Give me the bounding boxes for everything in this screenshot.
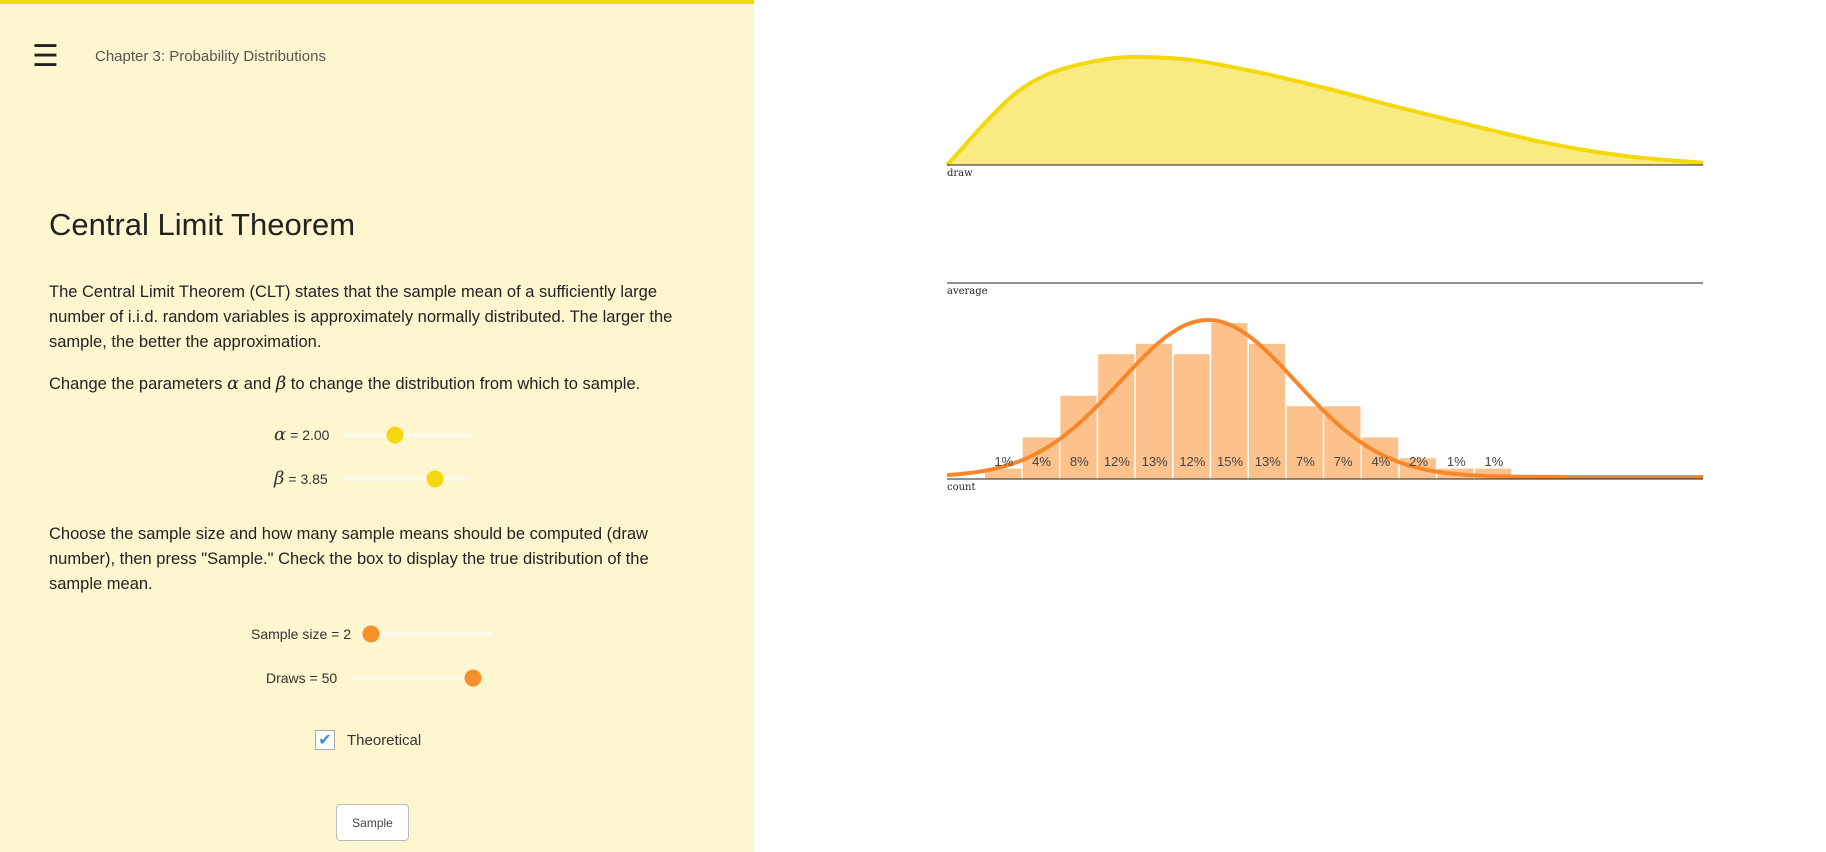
beta-slider-row: β = 3.85 — [274, 468, 470, 489]
count-chart: 1% 4% 8% 12% 13% 12% 15% 13% 7% 7% 4% 2% 1% 1% count — [946, 317, 1703, 493]
bar-percent-label: 13% — [1255, 454, 1281, 469]
bar-percent-label: 13% — [1142, 454, 1168, 469]
bar-percent-label: 7% — [1296, 454, 1315, 469]
parameters-paragraph: Change the parameters α and β to change … — [49, 371, 699, 397]
beta-slider-thumb[interactable] — [426, 470, 444, 487]
histogram-bar — [1060, 395, 1097, 479]
histogram-bar — [1211, 323, 1248, 479]
bar-percent-label: 8% — [1070, 454, 1089, 469]
histogram-bar — [1286, 406, 1323, 479]
bar-percent-label: 2% — [1409, 454, 1428, 469]
histogram-bar — [985, 468, 1022, 479]
chapter-title[interactable]: Chapter 3: Probability Distributions — [95, 48, 326, 65]
alpha-label-symbol: α — [274, 424, 287, 445]
alpha-slider-row: α = 2.00 — [274, 424, 472, 445]
beta-density-curve — [945, 54, 1704, 167]
theoretical-toggle[interactable]: ✔ Theoretical — [315, 730, 421, 750]
count-axis-label: count — [947, 482, 976, 493]
histogram-bar — [1173, 354, 1210, 479]
alpha-symbol: α — [226, 373, 240, 394]
draws-label: Draws = 50 — [266, 670, 338, 686]
checkmark-icon: ✔ — [318, 732, 332, 749]
intro-paragraph: The Central Limit Theorem (CLT) states t… — [49, 283, 673, 351]
beta-density-area — [947, 56, 1703, 165]
theoretical-label: Theoretical — [347, 731, 422, 749]
draws-row: Draws = 50 — [266, 669, 482, 687]
average-axis-label: average — [947, 286, 988, 297]
bar-percent-label: 15% — [1217, 454, 1243, 469]
draw-axis-label: draw — [947, 168, 973, 179]
alpha-label: = 2.00 — [290, 426, 330, 443]
bar-percent-label: 1% — [1485, 454, 1504, 469]
p2-mid: and — [239, 375, 276, 393]
beta-label-symbol: β — [274, 468, 285, 489]
average-chart: average — [947, 282, 1703, 297]
control-panel: ☰ Chapter 3: Probability Distributions C… — [0, 0, 754, 852]
sample-button[interactable]: Sample — [336, 804, 409, 841]
sample-size-slider[interactable] — [362, 625, 493, 643]
bar-percent-label: 7% — [1334, 454, 1353, 469]
p2-pre: Change the parameters — [49, 375, 227, 393]
sample-size-label: Sample size = 2 — [251, 626, 351, 642]
beta-symbol: β — [275, 373, 287, 394]
sample-size-row: Sample size = 2 — [251, 625, 493, 643]
bar-percent-label: 12% — [1179, 454, 1205, 469]
bar-percent-label: 1% — [994, 454, 1013, 469]
p2-post: to change the distribution from which to… — [286, 375, 641, 393]
sample-size-slider-thumb[interactable] — [362, 625, 380, 643]
bar-percent-label: 1% — [1447, 454, 1466, 469]
hamburger-icon[interactable]: ☰ — [32, 39, 59, 74]
draws-slider-thumb[interactable] — [464, 669, 482, 687]
bar-percent-label: 4% — [1032, 454, 1051, 469]
bar-percent-label: 4% — [1371, 454, 1390, 469]
beta-slider[interactable] — [341, 470, 470, 487]
draw-chart: draw — [945, 54, 1704, 179]
histogram-bar — [1135, 343, 1172, 479]
page-title: Central Limit Theorem — [49, 207, 356, 242]
sample-paragraph: Choose the sample size and how many samp… — [49, 525, 649, 593]
theoretical-checkbox[interactable]: ✔ — [315, 730, 335, 750]
alpha-slider[interactable] — [343, 426, 472, 443]
alpha-slider-thumb[interactable] — [386, 426, 404, 443]
beta-label: = 3.85 — [288, 470, 328, 487]
bar-percent-label: 12% — [1104, 454, 1130, 469]
histogram-bar — [1475, 468, 1512, 479]
draws-slider[interactable] — [351, 669, 482, 687]
theoretical-normal-curve — [946, 317, 1703, 479]
